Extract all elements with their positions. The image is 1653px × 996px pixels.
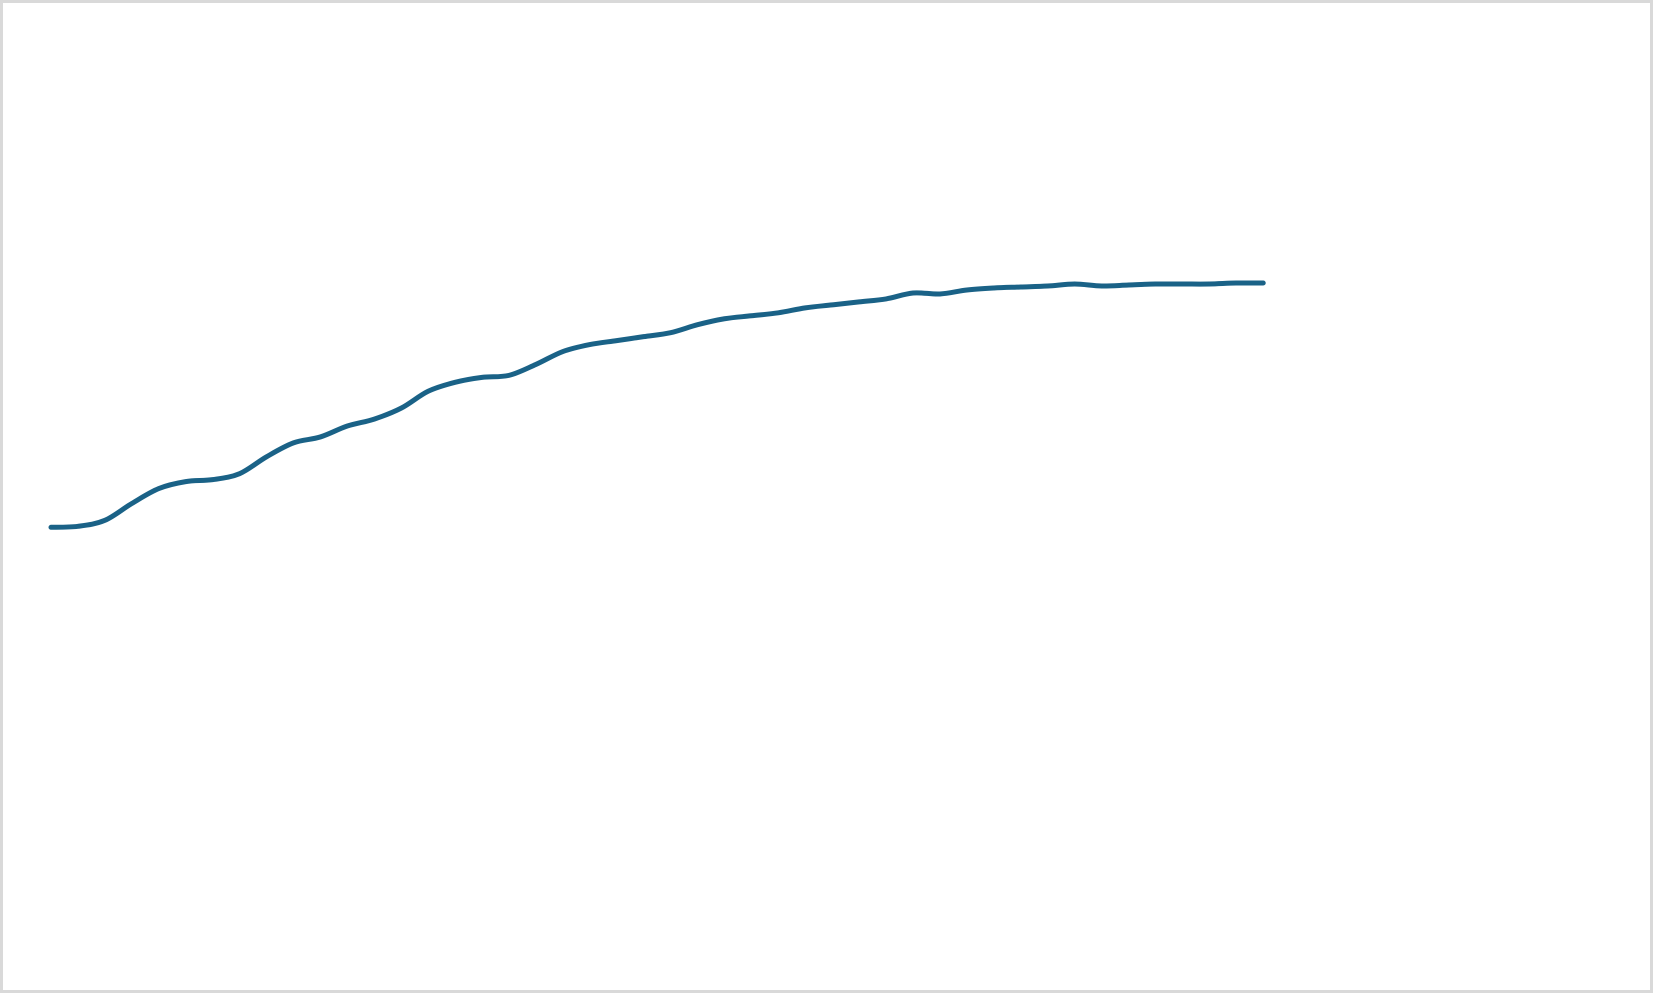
- line-chart: [48, 280, 1266, 530]
- series-line-0: [48, 280, 1266, 530]
- plot-area: [48, 280, 1266, 530]
